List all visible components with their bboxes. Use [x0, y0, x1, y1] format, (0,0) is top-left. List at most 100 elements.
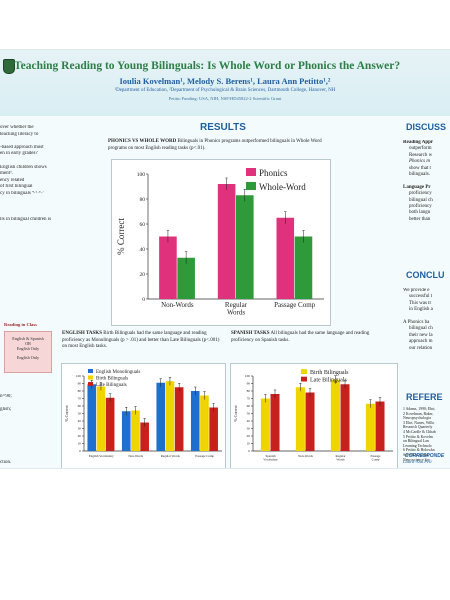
reference-line: 2 Kovelman, Baker, [403, 411, 434, 416]
spanish-paragraph: SPANISH TASKS All bilinguals had the sam… [231, 331, 381, 344]
left-line: ment³. [0, 171, 13, 177]
y-tick-label: 40 [140, 247, 146, 253]
y-tick-label: 90 [247, 382, 251, 386]
y-tick-label: 50 [78, 412, 82, 416]
y-axis-label: % Correct [233, 404, 238, 421]
discussion-line: show that t [409, 165, 431, 171]
x-tick-label: Non-Words [298, 454, 314, 458]
conclusion-line: their new la [409, 332, 433, 338]
y-tick-label: 70 [247, 397, 251, 401]
left-line [0, 401, 57, 408]
reference-line: Speech of young [403, 452, 429, 457]
bar-birth-bilinguals-passage-comp [365, 403, 375, 451]
conclusion-line: approach m [409, 339, 433, 345]
english-chart-frame: 0 10 20 30 40 50 60 70 80 90 100 % Correct English V… [61, 363, 226, 468]
left-line: English children shows [0, 164, 47, 170]
bar-late-bilinguals-regular-words [340, 384, 350, 451]
results-heading: RESULTS [200, 122, 246, 133]
legend-swatch-late-bilinguals [88, 382, 93, 386]
bar-late-bilinguals-english-vocabulary [105, 397, 115, 451]
left-column-lower: n=90; glish; ction. [0, 394, 57, 467]
y-tick-label: 0 [248, 449, 250, 453]
y-tick-label: 20 [140, 272, 146, 278]
bar-late-bilinguals-non-words [140, 422, 149, 451]
left-line: -based approach most [0, 144, 44, 150]
author-list: Ioulia Kovelman¹, Melody S. Berens¹, Lau… [119, 76, 331, 86]
x-tick-label: Words [227, 309, 245, 317]
y-tick-label: 30 [247, 427, 251, 431]
legend-label-english-monolinguals: English Monolinguals [96, 370, 140, 375]
bar-whole-word-non-words [177, 257, 195, 299]
left-line [0, 434, 57, 441]
left-line [0, 138, 57, 145]
reference-line: Neuroscience Soc [403, 457, 431, 462]
discussion-line: Reading Appr [403, 140, 434, 145]
y-tick-label: 70 [78, 397, 82, 401]
reference-line: on Bilingual Lan [403, 439, 429, 444]
english-heading: ENGLISH TASKS [62, 331, 102, 336]
y-tick-label: 0 [142, 297, 145, 303]
x-tick-label: Vocabulary [263, 458, 278, 462]
conclusion-line: We provide e [403, 288, 430, 293]
x-tick-label: Non-Words [161, 301, 194, 309]
conclusion-line: This was tr [409, 300, 432, 306]
discussion-heading: DISCUSS [406, 122, 447, 132]
discussion-line: Research w [409, 152, 433, 158]
funding-note: Petitto Funding: USA, NIH, NSF/HD45822-2… [168, 96, 282, 101]
reference-line: Learning Technolo [403, 443, 432, 448]
left-line [0, 414, 57, 421]
flow-title: Reading in Class [4, 322, 37, 327]
affiliation: ¹Department of Education, ²Department of… [114, 88, 336, 93]
left-line [0, 453, 57, 460]
bar-whole-word-passage-comp [294, 236, 313, 299]
y-axis-label: % Correct [64, 404, 69, 421]
bar-late-bilinguals-passage-comp [375, 401, 385, 451]
spanish-heading: SPANISH TASKS [231, 331, 270, 336]
x-tick-label: Spanish [265, 454, 276, 458]
legend-label-birth-bilinguals: Birth Bilinguals [96, 377, 128, 382]
discussion-line: bilinguals. [409, 172, 430, 178]
college-seal-icon [3, 59, 15, 74]
discussion-line: both langu [409, 210, 431, 216]
reference-line: Research Quarterly [403, 425, 433, 430]
bar-birth-bilinguals-non-words [295, 387, 305, 451]
x-tick-label: Regular Words [161, 454, 181, 458]
english-tasks-chart: 0 10 20 30 40 50 60 70 80 90 100 % Correct English V… [64, 369, 222, 458]
flow-item: English Only [16, 355, 40, 360]
bar-birth-bilinguals-spanish-vocabulary [260, 398, 270, 451]
reference-line: 4 McCardle & Chhab [403, 429, 436, 434]
legend-swatch-english-monolinguals [88, 369, 93, 373]
bar-phonics-passage-comp [276, 217, 295, 299]
bar-late-bilinguals-spanish-vocabulary [270, 394, 280, 451]
spanish-tasks-chart: 0 10 20 30 40 50 60 70 80 90 100 % Correct SpanishVo… [233, 369, 393, 462]
bar-birth-bilinguals-passage-comp [200, 395, 209, 451]
flow-item: English Only [16, 346, 40, 351]
discussion-line: better than [409, 216, 431, 222]
left-line: of first bilingual [0, 184, 33, 190]
bar-phonics-non-words [159, 236, 177, 299]
y-tick-label: 100 [76, 374, 81, 378]
y-tick-label: 60 [78, 404, 82, 408]
spanish-chart-frame: 0 10 20 30 40 50 60 70 80 90 100 % Correct Spanish Vo… [230, 363, 398, 468]
bar-birth-bilinguals-non-words [131, 410, 140, 451]
left-line: ency related [0, 177, 25, 183]
left-line [0, 447, 57, 454]
y-tick-label: 20 [247, 434, 251, 438]
references-list: 1 Adams, 1990; Ehri, 2 Kovelman, Baker, … [403, 407, 450, 462]
conclusion-line: successful t [409, 294, 433, 300]
left-line: ction. [0, 459, 12, 465]
y-tick-label: 80 [78, 389, 82, 393]
phonics-chart-frame: 0 20 40 60 80 100 % Correct Non-Words Regular Wor… [111, 159, 331, 326]
legend-swatch-birth-bilinguals [301, 369, 307, 374]
left-line: teaching literacy to [0, 131, 39, 137]
y-tick-label: 40 [247, 419, 251, 423]
reference-line: 1 Adams, 1990; Ehri, [403, 407, 436, 411]
left-line [0, 158, 57, 165]
legend-label-phonics: Phonics [259, 168, 288, 178]
discussion-line: bilingual ch [409, 197, 433, 203]
y-tick-label: 60 [140, 222, 146, 228]
correspondence-label: CORRESPONDE [405, 453, 445, 459]
bar-whole-word-regular-words [236, 195, 254, 299]
phonics-paragraph: PHONICS VS WHOLE WORD Bilinguals in Phon… [108, 139, 333, 152]
left-column-text: over whether the teaching literacy to -b… [0, 125, 57, 224]
